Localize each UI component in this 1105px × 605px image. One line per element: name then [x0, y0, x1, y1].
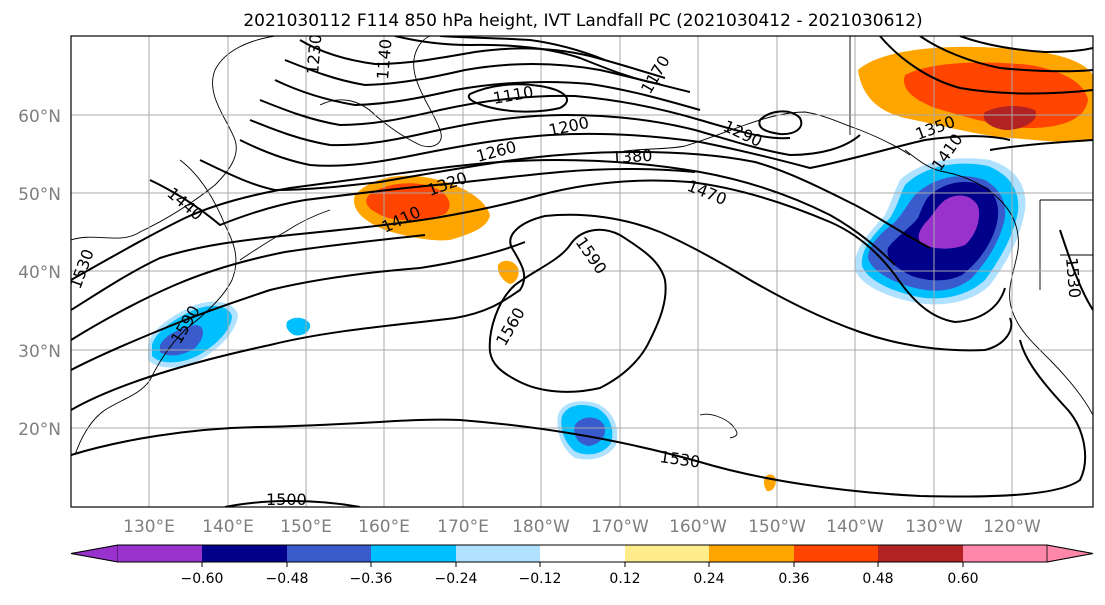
- positive-anomaly-alaska-mid: [904, 62, 1088, 128]
- contour-small-alaska: [758, 110, 803, 136]
- lon-label: 130°E: [123, 517, 175, 537]
- colorbar-segment: [287, 545, 371, 562]
- lon-label: 130°W: [905, 517, 963, 537]
- positive-anomaly-alaska-inner: [983, 106, 1036, 130]
- contour-east-2: [919, 36, 1093, 73]
- colorbar-ticks: [201, 562, 964, 567]
- lon-label: 170°W: [591, 517, 649, 537]
- colorbar-segment: [709, 545, 794, 562]
- contour-1500: [224, 500, 361, 507]
- contour-east-1: [879, 36, 1093, 95]
- contour-east-5: [1059, 229, 1093, 311]
- contour-1380: [199, 150, 931, 249]
- longitude-labels: 130°E 140°E 150°E 160°E 170°E 180°W 170°…: [123, 517, 1041, 537]
- contour-label: 1380: [611, 146, 653, 167]
- lon-label: 180°W: [512, 517, 570, 537]
- lat-label: 40°N: [18, 263, 61, 283]
- map-frame: [70, 35, 1094, 508]
- colorbar-segment: [794, 545, 878, 562]
- lat-label: 50°N: [18, 185, 61, 205]
- colorbar-tick-label: 0.36: [778, 571, 809, 587]
- contour-1350: [239, 132, 1011, 170]
- lon-label: 150°E: [280, 517, 332, 537]
- contour-east-3: [959, 36, 1093, 54]
- colorbar-tick-labels: −0.60 −0.48 −0.36 −0.24 −0.12 0.12 0.24 …: [181, 571, 979, 587]
- colorbar-segment: [625, 545, 709, 562]
- contour-1200: [299, 39, 666, 79]
- contour-1560: [71, 213, 1013, 411]
- lon-label: 140°W: [826, 517, 884, 537]
- lat-label: 20°N: [18, 420, 61, 440]
- ivt-shading: [148, 46, 1093, 492]
- colorbar-segment: [202, 545, 287, 562]
- lon-label: 160°E: [358, 517, 410, 537]
- colorbar-outline: [70, 544, 1094, 563]
- contour-1470: [71, 179, 1006, 324]
- negative-anomaly-small-3: [286, 317, 311, 336]
- contour-1410: [149, 168, 696, 227]
- figure-title: 2021030112 F114 850 hPa height, IVT Land…: [243, 11, 922, 31]
- positive-anomaly-pacific-mid: [366, 183, 450, 221]
- contour-1140: [439, 36, 606, 61]
- contour-1320: [249, 113, 861, 157]
- contour-label: 1500: [266, 490, 307, 509]
- contour-label: 1530: [1062, 257, 1084, 299]
- lat-label: 30°N: [18, 342, 61, 362]
- lon-label: 140°E: [202, 517, 254, 537]
- lon-label: 120°W: [983, 517, 1041, 537]
- colorbar-segments: [70, 544, 1094, 563]
- colorbar-segment: [118, 545, 202, 562]
- lon-label: 170°E: [437, 517, 489, 537]
- colorbar-extend-max: [1046, 544, 1094, 563]
- colorbar-segment: [540, 545, 625, 562]
- colorbar-segment: [878, 545, 963, 562]
- negative-anomaly-japan-blue: [160, 325, 204, 356]
- lon-label: 150°W: [748, 517, 806, 537]
- positive-anomaly-small-1: [497, 260, 519, 284]
- colorbar-tick-label: −0.48: [266, 571, 309, 587]
- latitude-labels: 60°N 50°N 40°N 30°N 20°N: [18, 107, 61, 440]
- colorbar-tick-label: 0.60: [947, 571, 978, 587]
- lat-label: 60°N: [18, 107, 61, 127]
- colorbar-tick-label: −0.24: [435, 571, 478, 587]
- lon-label: 160°W: [669, 517, 727, 537]
- contour-1110: [467, 83, 568, 113]
- colorbar-tick-label: −0.12: [519, 571, 562, 587]
- colorbar-tick-label: 0.24: [693, 571, 724, 587]
- colorbar-segment: [456, 545, 540, 562]
- contour-east-4: [989, 139, 1093, 151]
- height-contours: [71, 36, 1093, 507]
- contour-1500-north: [71, 234, 426, 341]
- coastlines: [71, 36, 1093, 456]
- colorbar-segment: [963, 545, 1047, 562]
- colorbar-tick-label: 0.12: [609, 571, 640, 587]
- colorbar-segment: [371, 545, 456, 562]
- colorbar-tick-label: −0.60: [181, 571, 224, 587]
- contour-label: 1230: [303, 33, 325, 75]
- contour-1530-south: [71, 339, 1087, 498]
- contour-1290: [259, 94, 791, 140]
- colorbar-tick-label: 0.48: [862, 571, 893, 587]
- colorbar-extend-min: [70, 544, 119, 563]
- contour-label: 1140: [373, 38, 395, 80]
- colorbar: −0.60 −0.48 −0.36 −0.24 −0.12 0.12 0.24 …: [70, 544, 1094, 587]
- contour-1530-north: [71, 241, 526, 371]
- contour-1260: [274, 79, 701, 111]
- contour-1590: [488, 228, 667, 393]
- map-panel: 1230 1140 1110 1170 1200 1290 1260 1380 …: [18, 33, 1094, 537]
- contour-1170: [394, 36, 661, 85]
- colorbar-tick-label: −0.36: [350, 571, 393, 587]
